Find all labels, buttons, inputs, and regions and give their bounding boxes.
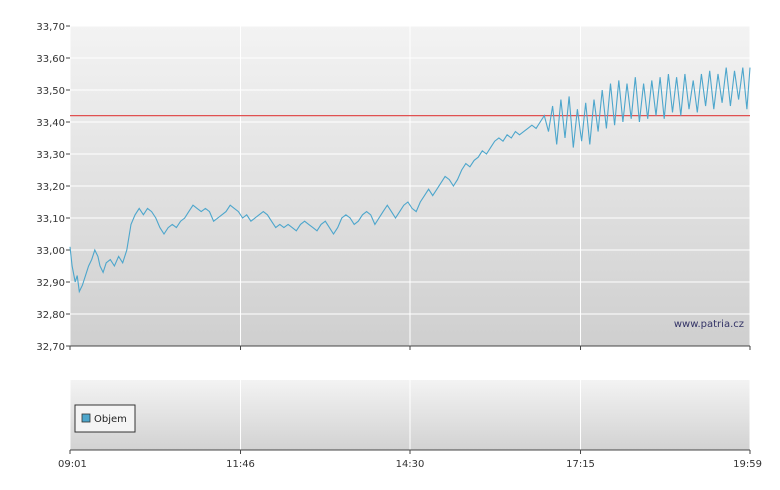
- y-tick-label: 33,70: [36, 22, 65, 33]
- price-series-line: [69, 67, 751, 294]
- y-tick-label: 33,50: [36, 86, 65, 97]
- x-axis: 09:01 11:46 14:30 17:15 19:59: [58, 450, 762, 470]
- y-tick-label: 33,60: [36, 54, 65, 65]
- y-tick-label: 32,90: [36, 278, 65, 289]
- x-tick-label: 11:46: [226, 459, 255, 470]
- x-tick-label: 17:15: [566, 459, 595, 470]
- y-tick-label: 33,30: [36, 150, 65, 161]
- price-x-tick-marks: [69, 346, 751, 350]
- y-tick-label: 33,20: [36, 182, 65, 193]
- y-axis: 33,70 33,60 33,50 33,40 33,30 33,20 33,10 33,00…: [36, 22, 70, 353]
- y-tick-label: 33,40: [36, 118, 65, 129]
- legend-label: Objem: [94, 414, 127, 425]
- y-tick-label: 32,70: [36, 342, 65, 353]
- x-tick-label: 19:59: [733, 459, 762, 470]
- volume-legend: Objem: [74, 404, 136, 433]
- y-tick-label: 32,80: [36, 310, 65, 321]
- x-tick-label: 09:01: [58, 459, 87, 470]
- legend-swatch: [81, 413, 91, 423]
- y-tick-label: 33,10: [36, 214, 65, 225]
- y-tick-label: 33,00: [36, 246, 65, 257]
- watermark: www.patria.cz: [674, 319, 744, 330]
- x-tick-label: 14:30: [396, 459, 425, 470]
- volume-grid: [69, 380, 751, 450]
